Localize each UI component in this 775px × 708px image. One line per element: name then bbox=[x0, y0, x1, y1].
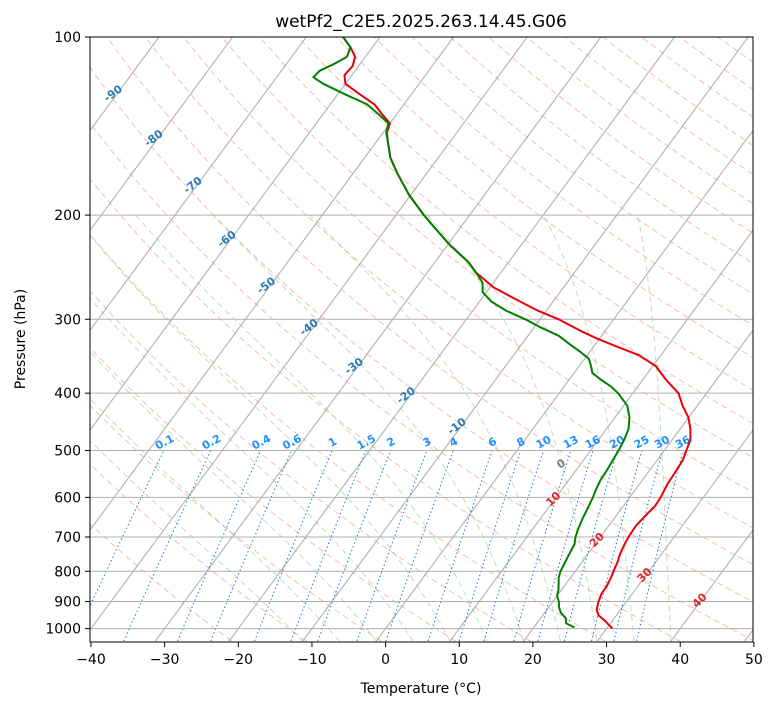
mixing-ratio-line bbox=[458, 450, 522, 642]
isotherm--50 bbox=[90, 37, 455, 531]
y-tick-label: 900 bbox=[54, 595, 81, 611]
isotherm-20 bbox=[523, 329, 753, 642]
mixing-ratio-label: 20 bbox=[607, 433, 627, 452]
x-tick-label: 40 bbox=[671, 652, 689, 668]
mixing-ratio-line bbox=[537, 450, 594, 642]
mixing-ratio-line bbox=[564, 450, 618, 642]
plot-frame bbox=[89, 36, 754, 643]
plot-area: -100-90-80-70-60-50-40-30-20-100.10.20.4… bbox=[90, 37, 753, 642]
x-tick-label: 20 bbox=[524, 652, 542, 668]
x-axis-ticks: −40 −30 −20 −10 0 10 20 30 40 50 bbox=[76, 642, 763, 668]
temperature-line bbox=[342, 37, 692, 630]
moist-adiabat bbox=[90, 439, 304, 642]
y-tick-label: 700 bbox=[54, 530, 81, 546]
isobars bbox=[90, 37, 753, 630]
y-tick-label: 100 bbox=[54, 30, 81, 46]
x-tick-label: 0 bbox=[381, 652, 390, 668]
x-tick-label: −30 bbox=[150, 652, 180, 668]
x-tick-label: −20 bbox=[224, 652, 254, 668]
moist-adiabat bbox=[543, 214, 635, 642]
dry-adiabat bbox=[259, 37, 753, 424]
mixing-ratio-line bbox=[254, 450, 333, 642]
y-tick-label: 300 bbox=[54, 312, 81, 328]
x-tick-label: 30 bbox=[598, 652, 616, 668]
x-axis-label: Temperature (°C) bbox=[360, 681, 482, 697]
y-axis-ticks: 1000 900 800 700 600 500 400 300 200 100 bbox=[45, 30, 90, 638]
isotherms bbox=[90, 37, 753, 642]
x-tick-label: 10 bbox=[450, 652, 468, 668]
isotherm-40 bbox=[670, 529, 753, 642]
mixing-ratio-label: 13 bbox=[561, 433, 581, 452]
y-tick-label: 600 bbox=[54, 490, 81, 506]
mixing-ratio-label: 10 bbox=[534, 433, 554, 452]
dry-adiabat bbox=[90, 177, 681, 642]
y-tick-label: 500 bbox=[54, 444, 81, 460]
mixing-ratio-line bbox=[483, 450, 544, 642]
mixing-ratio-line bbox=[636, 450, 684, 642]
mixing-ratio-label: 25 bbox=[632, 433, 652, 452]
mixing-ratio-line bbox=[427, 450, 493, 642]
isotherm-10 bbox=[449, 229, 753, 642]
y-tick-label: 1000 bbox=[45, 622, 81, 638]
dry-adiabat bbox=[90, 290, 531, 642]
y-tick-label: 400 bbox=[54, 386, 81, 402]
moist-adiabat bbox=[90, 234, 451, 642]
moist-adiabat bbox=[637, 215, 672, 642]
mixing-ratio-line bbox=[591, 450, 643, 642]
moist-adiabats bbox=[90, 214, 672, 642]
mixing-ratio-line bbox=[613, 450, 663, 642]
mixing-ratio-lines bbox=[90, 450, 684, 642]
dry-adiabat bbox=[183, 37, 753, 493]
isotherm--60 bbox=[90, 37, 381, 432]
dewpoint-line bbox=[312, 37, 631, 629]
moist-adiabat bbox=[426, 214, 598, 642]
isotherm-30 bbox=[596, 429, 753, 642]
mixing-ratio-line bbox=[385, 450, 454, 642]
x-tick-label: −40 bbox=[76, 652, 106, 668]
mixing-ratio-label: 30 bbox=[652, 433, 672, 452]
mixing-ratio-line bbox=[177, 450, 262, 642]
isotherm--80 bbox=[90, 37, 234, 232]
mixing-ratio-line bbox=[317, 450, 392, 642]
y-tick-label: 800 bbox=[54, 564, 81, 580]
dry-adiabat bbox=[297, 37, 753, 391]
mixing-ratio-line bbox=[356, 450, 428, 642]
isotherm--10 bbox=[302, 37, 749, 642]
mixing-ratio-label: 16 bbox=[583, 433, 603, 452]
moist-adiabat bbox=[212, 214, 525, 642]
dry-adiabat bbox=[90, 404, 382, 642]
dry-adiabat bbox=[90, 463, 307, 642]
x-tick-label: −10 bbox=[297, 652, 327, 668]
moist-adiabat bbox=[90, 397, 340, 642]
mixing-ratio-line bbox=[513, 450, 572, 642]
dry-adiabat bbox=[90, 66, 753, 603]
isotherm--40 bbox=[90, 37, 528, 631]
isotherm--30 bbox=[154, 37, 602, 642]
isotherm--70 bbox=[90, 37, 307, 332]
dry-adiabat bbox=[411, 37, 753, 295]
dry-adiabat bbox=[90, 233, 606, 642]
y-axis-label: Pressure (hPa) bbox=[13, 289, 29, 389]
mixing-ratio-line bbox=[290, 450, 367, 642]
chart-title: wetPf2_C2E5.2025.263.14.45.G06 bbox=[275, 12, 567, 32]
isotherm--20 bbox=[228, 37, 675, 642]
y-tick-label: 200 bbox=[54, 208, 81, 224]
moist-adiabat bbox=[90, 351, 377, 642]
mixing-ratio-line bbox=[210, 450, 292, 642]
sounding-profiles bbox=[312, 37, 692, 630]
moist-adiabat bbox=[90, 297, 414, 642]
x-tick-label: 50 bbox=[745, 652, 763, 668]
